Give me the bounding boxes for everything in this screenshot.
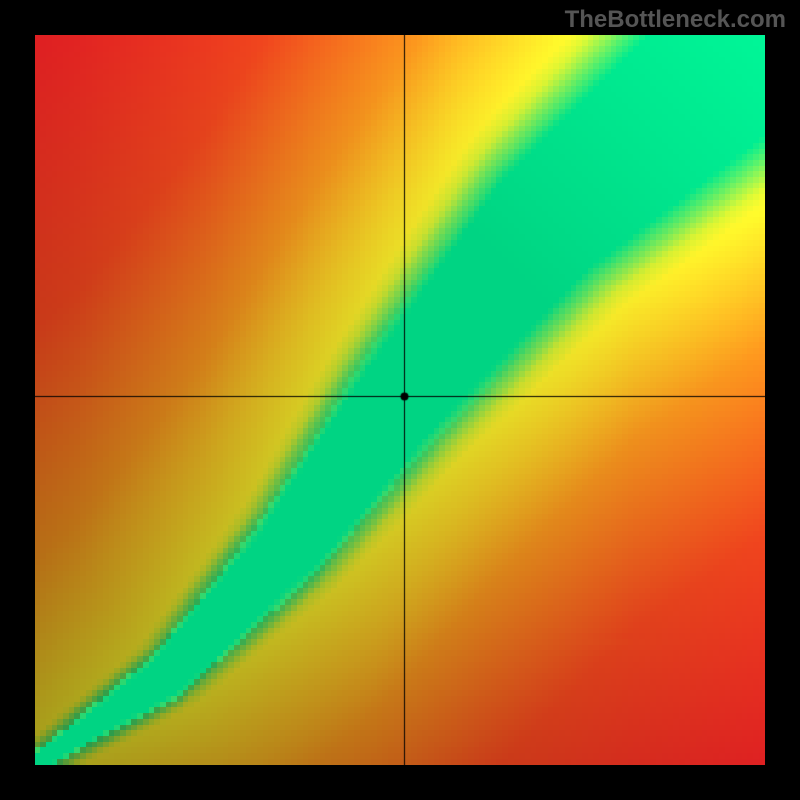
bottleneck-heatmap (35, 35, 765, 765)
watermark-text: TheBottleneck.com (565, 6, 786, 34)
chart-container: { "canvas": { "w": 800, "h": 800 }, "plo… (0, 0, 800, 800)
